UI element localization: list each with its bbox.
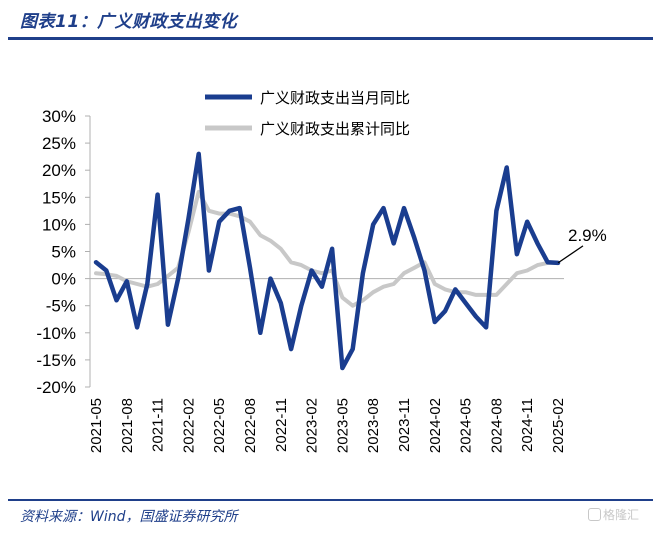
x-tick-label: 2024-02 bbox=[427, 398, 444, 453]
chart-legend: 广义财政支出当月同比 广义财政支出累计同比 bbox=[205, 89, 410, 138]
y-tick-label: -20% bbox=[36, 378, 76, 397]
x-tick-label: 2021-08 bbox=[119, 398, 136, 453]
watermark-text: 格隆汇 bbox=[603, 508, 640, 522]
line-chart: 广义财政支出当月同比 广义财政支出累计同比 30% 25% 20% 15% 10% 5% 0… bbox=[36, 89, 607, 453]
y-tick-label: -15% bbox=[36, 351, 76, 370]
x-tick-label: 2023-02 bbox=[304, 398, 321, 453]
watermark-logo-icon bbox=[588, 508, 601, 521]
x-tick-label: 2022-11 bbox=[273, 398, 290, 452]
footer-divider bbox=[8, 499, 653, 501]
series-monthly-line bbox=[93, 151, 561, 371]
figure-title: 图表11：广义财政支出变化 bbox=[20, 12, 238, 32]
x-tick-label: 2021-11 bbox=[150, 398, 167, 452]
legend-label-monthly: 广义财政支出当月同比 bbox=[260, 89, 410, 107]
series-group bbox=[93, 151, 561, 371]
figure-header: 图表11：广义财政支出变化 bbox=[0, 0, 661, 36]
legend-label-cumulative: 广义财政支出累计同比 bbox=[260, 120, 410, 138]
y-tick-label: -5% bbox=[46, 297, 76, 316]
header-divider bbox=[8, 37, 653, 40]
x-tick-label: 2024-08 bbox=[488, 398, 505, 453]
annotation-label: 2.9% bbox=[568, 226, 607, 245]
x-tick-label: 2022-08 bbox=[242, 398, 259, 453]
x-tick-label: 2024-11 bbox=[519, 398, 536, 452]
x-axis: 2021-05 2021-08 2021-11 2022-02 2022-05 2022-… bbox=[88, 278, 567, 453]
y-tick-label: 10% bbox=[42, 215, 76, 234]
y-tick-label: 25% bbox=[42, 134, 76, 153]
y-tick-label: -10% bbox=[36, 324, 76, 343]
y-tick-label: 20% bbox=[42, 161, 76, 180]
y-tick-label: 30% bbox=[42, 107, 76, 126]
x-tick-label: 2025-02 bbox=[550, 398, 567, 453]
watermark: 格隆汇 bbox=[588, 506, 639, 523]
annotation-leader-line bbox=[557, 245, 584, 264]
x-tick-label: 2022-05 bbox=[211, 398, 228, 453]
x-tick-label: 2023-05 bbox=[334, 398, 351, 453]
x-tick-label: 2022-02 bbox=[180, 398, 197, 453]
x-tick-label: 2023-08 bbox=[365, 398, 382, 453]
y-tick-label: 5% bbox=[51, 243, 76, 262]
y-axis: 30% 25% 20% 15% 10% 5% 0% -5% -10% -15% -20% bbox=[36, 107, 91, 397]
y-tick-label: 15% bbox=[42, 188, 76, 207]
y-tick-label: 0% bbox=[51, 270, 76, 289]
source-note: 资料来源：Wind，国盛证券研究所 bbox=[20, 509, 238, 525]
x-tick-label: 2023-11 bbox=[396, 398, 413, 452]
x-tick-label: 2021-05 bbox=[88, 398, 105, 453]
x-tick-label: 2024-05 bbox=[458, 398, 475, 453]
annotation-group: 2.9% bbox=[557, 226, 607, 264]
